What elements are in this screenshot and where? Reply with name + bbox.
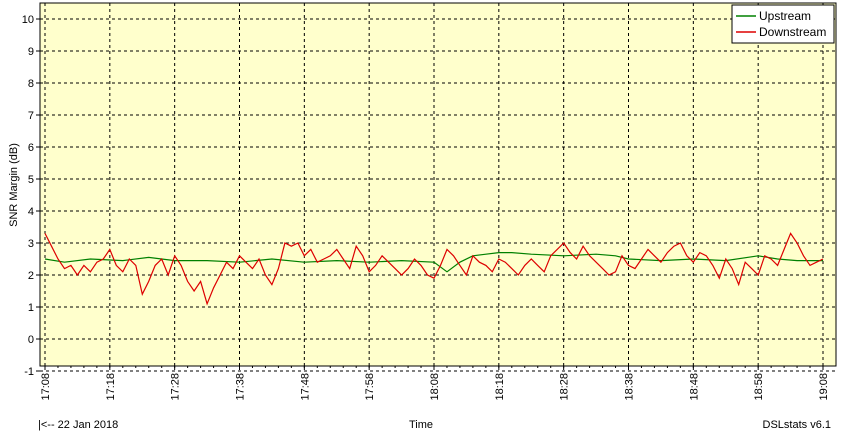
legend: Upstream Downstream: [731, 4, 835, 44]
x-axis-title: Time: [409, 419, 433, 431]
x-tick-label: 17:58: [364, 373, 376, 401]
y-tick-label: 1: [28, 302, 34, 314]
x-tick-label: 18:38: [624, 373, 636, 401]
footer-version: DSLstats v6.1: [763, 419, 831, 431]
y-tick-label: 0: [28, 334, 34, 346]
x-tick-label: 18:18: [494, 373, 506, 401]
legend-label-upstream: Upstream: [759, 9, 811, 23]
series-line-downstream: [44, 232, 824, 306]
x-tick-label: 19:08: [818, 373, 830, 401]
footer-date: |<-- 22 Jan 2018: [38, 419, 118, 431]
y-tick-label: 10: [22, 14, 34, 26]
y-tick-label: 7: [28, 110, 34, 122]
y-tick-label: 6: [28, 142, 34, 154]
legend-label-downstream: Downstream: [759, 25, 826, 39]
y-axis-title: SNR Margin (dB): [8, 143, 20, 227]
x-tick-label: 17:38: [235, 373, 247, 401]
x-tick-label: 17:18: [105, 373, 117, 401]
x-tick-label: 18:08: [429, 373, 441, 401]
x-tick-label: 17:28: [170, 373, 182, 401]
y-tick-label: -1: [24, 366, 34, 378]
x-tick-label: 18:28: [559, 373, 571, 401]
y-tick-label: 5: [28, 174, 34, 186]
series-layer: [44, 232, 824, 306]
x-tick-label: 17:48: [299, 373, 311, 401]
x-tick-label: 18:58: [753, 373, 765, 401]
y-tick-label: 8: [28, 78, 34, 90]
y-tick-label: 2: [28, 270, 34, 282]
x-tick-label: 18:48: [688, 373, 700, 401]
series-line-upstream: [44, 252, 823, 273]
grid-lines: [40, 3, 836, 372]
y-axis-ticks: -1 0 1 2 3 4 5 6 7 8 9 10: [22, 14, 40, 378]
y-tick-label: 4: [28, 206, 34, 218]
plot-area: [39, 2, 837, 367]
legend-box: [731, 4, 835, 44]
x-axis-ticks: 17:08 17:18 17:28 17:38 17:48 17:58 18:08 18:18…: [40, 366, 830, 401]
x-tick-label: 17:08: [40, 373, 52, 401]
y-tick-label: 9: [28, 46, 34, 58]
y-tick-label: 3: [28, 238, 34, 250]
